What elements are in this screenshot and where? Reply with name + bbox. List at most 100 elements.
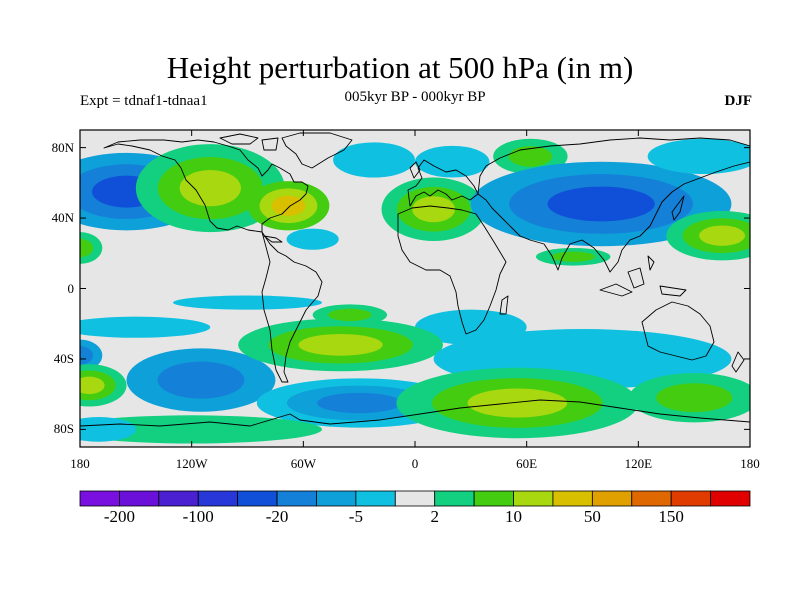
colorbar-swatch bbox=[394, 490, 436, 507]
contour-level bbox=[298, 333, 383, 356]
contour-level bbox=[157, 361, 245, 399]
axis-ticks bbox=[79, 130, 751, 447]
anomaly-region bbox=[493, 138, 568, 175]
colorbar-swatch bbox=[119, 490, 160, 507]
contour-level bbox=[647, 138, 750, 175]
colorbar-label: -5 bbox=[348, 507, 363, 526]
plot-subtitle: 005kyr BP - 000kyr BP bbox=[344, 89, 486, 105]
coastline-new-zealand bbox=[731, 351, 745, 373]
contour-level bbox=[80, 316, 211, 338]
coastline-indonesia bbox=[599, 255, 687, 297]
colorbar-swatch bbox=[355, 490, 396, 507]
coastline-greenland bbox=[281, 132, 353, 169]
anomaly-region bbox=[666, 211, 750, 261]
anomaly-region bbox=[247, 181, 330, 231]
colorbar-swatch bbox=[79, 490, 120, 507]
coastline-japan bbox=[671, 195, 685, 221]
anomaly-region bbox=[535, 247, 611, 266]
anomaly-region bbox=[333, 142, 415, 178]
colorbar-swatch bbox=[158, 490, 199, 507]
contour-level bbox=[173, 295, 322, 310]
coastline-uk bbox=[409, 161, 421, 179]
contour-level bbox=[547, 186, 655, 222]
colorbar-label: -200 bbox=[103, 507, 135, 526]
experiment-label: Expt = tdnaf1-tdnaa1 bbox=[80, 93, 208, 109]
colorbar-swatch bbox=[276, 490, 317, 507]
colorbar-swatch bbox=[434, 490, 475, 507]
contour-level bbox=[333, 142, 415, 178]
contour-level bbox=[412, 196, 456, 223]
colorbar-swatch bbox=[197, 490, 239, 507]
coastline-north-america bbox=[103, 139, 309, 233]
contour-level bbox=[80, 417, 136, 442]
colorbar bbox=[79, 490, 751, 507]
anomaly-region bbox=[415, 145, 490, 178]
lon-tick-label: 60W bbox=[290, 456, 316, 471]
anomaly-region bbox=[470, 161, 732, 247]
contour-level bbox=[508, 146, 553, 167]
lat-tick-label: 80N bbox=[51, 139, 74, 155]
contour-level bbox=[317, 392, 402, 414]
contour-level bbox=[328, 308, 372, 322]
colorbar-label: -100 bbox=[182, 507, 214, 526]
coastline-madagascar bbox=[499, 295, 509, 315]
colorbar-swatch bbox=[473, 490, 514, 507]
coastline-africa bbox=[397, 205, 507, 335]
coastline-europe bbox=[407, 159, 479, 207]
coastline-arctic-islands bbox=[219, 133, 279, 151]
lon-tick-label: 120E bbox=[624, 456, 653, 471]
anomaly-region bbox=[312, 304, 388, 326]
contour-level bbox=[551, 251, 595, 262]
contour-level bbox=[286, 228, 339, 250]
anomaly-region bbox=[238, 318, 443, 372]
plot-title: Height perturbation at 500 hPa (in m) bbox=[166, 50, 634, 85]
anomaly-region bbox=[381, 177, 486, 241]
colorbar-swatch bbox=[591, 490, 633, 507]
colorbar-label: 150 bbox=[658, 507, 684, 526]
coastlines bbox=[80, 132, 750, 427]
contour-level bbox=[656, 383, 733, 413]
colorbar-label: 2 bbox=[430, 507, 439, 526]
lat-tick-label: 80S bbox=[53, 421, 74, 437]
anomaly-region bbox=[396, 367, 639, 439]
anomaly-region bbox=[286, 228, 339, 250]
colorbar-swatch bbox=[316, 490, 357, 507]
anomaly-region bbox=[126, 348, 276, 412]
contour-level bbox=[415, 145, 490, 178]
anomaly-region bbox=[80, 417, 136, 442]
contour-level bbox=[80, 376, 105, 395]
lon-tick-label: 60E bbox=[516, 456, 538, 471]
season-label: DJF bbox=[724, 93, 753, 109]
colorbar-swatch bbox=[670, 490, 711, 507]
anomaly-region bbox=[173, 295, 322, 310]
colorbar-swatch bbox=[513, 490, 554, 507]
anomaly-region bbox=[647, 138, 750, 175]
coastline-australia bbox=[641, 301, 715, 361]
contour-level bbox=[271, 195, 306, 216]
coastline-asia bbox=[477, 137, 750, 273]
lat-tick-label: 40S bbox=[53, 350, 74, 366]
colorbar-swatch bbox=[631, 490, 672, 507]
lon-tick-label: 180 bbox=[740, 456, 760, 471]
lon-tick-label: 120W bbox=[175, 456, 208, 471]
lat-tick-label: 40N bbox=[51, 210, 74, 226]
colorbar-swatch bbox=[237, 490, 278, 507]
contour-level bbox=[80, 238, 94, 258]
lat-tick-label: 0 bbox=[67, 280, 75, 296]
colorbar-swatch bbox=[710, 490, 751, 507]
anomaly-region bbox=[80, 364, 127, 407]
coastline-south-america bbox=[261, 231, 323, 383]
contour-level bbox=[467, 388, 568, 418]
coastline-antarctica bbox=[80, 399, 750, 427]
anomaly-region bbox=[80, 232, 103, 264]
colorbar-label: 10 bbox=[505, 507, 523, 526]
coastline-caribbean bbox=[263, 235, 283, 243]
colorbar-label: 50 bbox=[583, 507, 601, 526]
colorbar-swatch bbox=[552, 490, 593, 507]
anomaly-region bbox=[629, 373, 750, 423]
colorbar-label: -20 bbox=[265, 507, 289, 526]
lon-tick-label: 0 bbox=[411, 456, 419, 471]
contour-level bbox=[179, 169, 241, 207]
anomaly-region bbox=[135, 144, 285, 233]
contour-level bbox=[80, 346, 94, 365]
